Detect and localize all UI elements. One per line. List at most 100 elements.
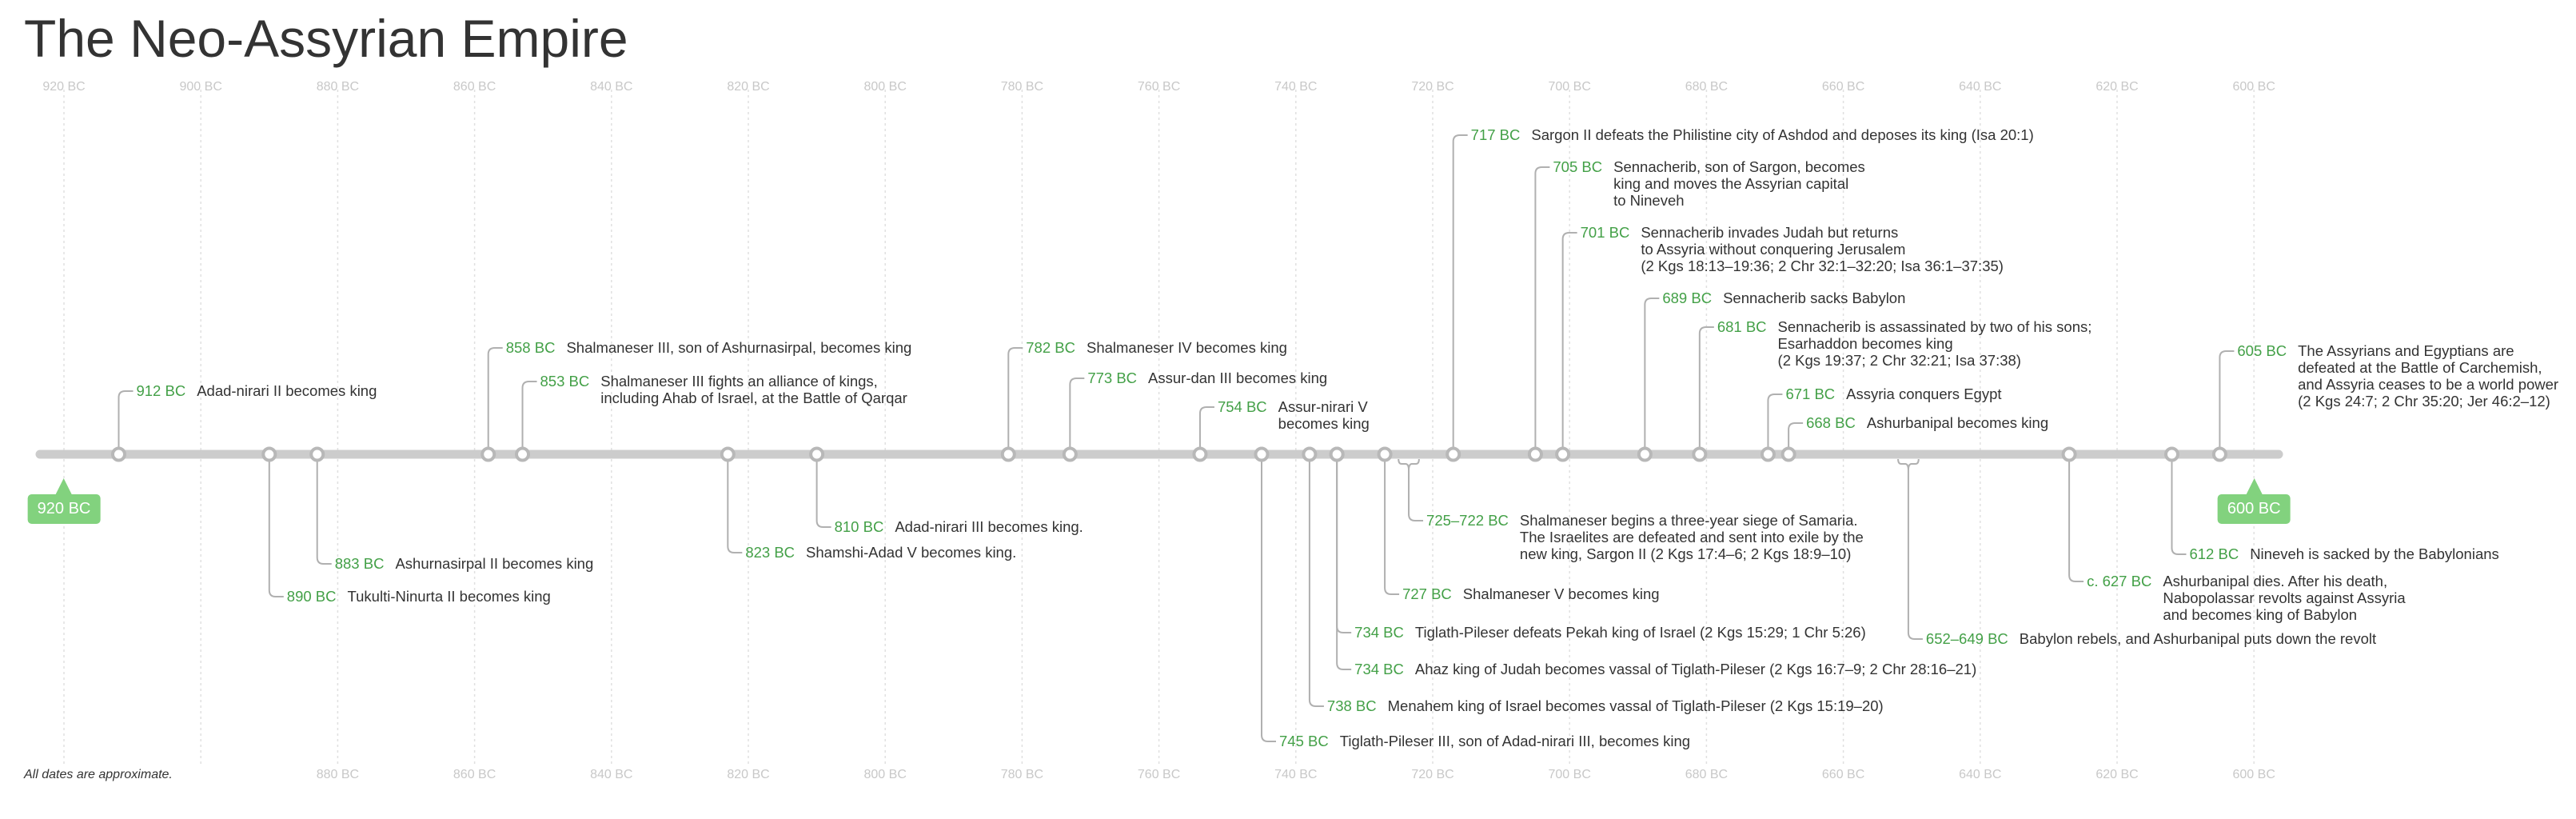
event-description: Ashurnasirpal II becomes king (395, 555, 594, 572)
event-date: 823 BC (745, 544, 796, 561)
bottom-tick-label: 880 BC (316, 768, 360, 781)
event-label: 705 BC Sennacherib, son of Sargon, become… (1553, 158, 1864, 209)
top-tick-label: 600 BC (2232, 80, 2275, 94)
event-date: 701 BC (1580, 224, 1630, 241)
event-date: 717 BC (1470, 126, 1521, 143)
event-description: Ashurbanipal becomes king (1866, 414, 2049, 431)
page-title: The Neo-Assyrian Empire (24, 9, 628, 68)
event-label: 890 BC Tukulti-Ninurta II becomes king (287, 588, 551, 605)
event-label: 858 BC Shalmaneser III, son of Ashurnasir… (506, 339, 912, 356)
event-connector (1007, 347, 1023, 454)
event-label: 782 BC Shalmaneser IV becomes king (1026, 339, 1287, 356)
event-marker (1446, 446, 1461, 462)
event-date: 782 BC (1026, 339, 1075, 356)
event-label: 810 BC Adad-nirari III becomes king. (835, 518, 1083, 535)
event-connector (1069, 378, 1085, 454)
event-label: 701 BC Sennacherib invades Judah but retu… (1581, 224, 2004, 274)
event-date: 912 BC (136, 382, 186, 399)
event-marker (515, 446, 531, 462)
event-connector (1698, 326, 1714, 454)
event-date: 705 BC (1553, 158, 1603, 175)
event-marker (1062, 446, 1078, 462)
event-label: 823 BC Shamshi-Adad V becomes king. (745, 544, 1016, 561)
event-description: Shalmaneser begins a three-year siege of… (1519, 512, 1864, 562)
bottom-tick-label: 820 BC (727, 768, 770, 781)
event-description: Shamshi-Adad V becomes king. (806, 544, 1017, 561)
event-marker (1254, 446, 1270, 462)
event-label: 734 BC Ahaz king of Judah becomes vassal … (1354, 661, 1976, 677)
event-date: 671 BC (1785, 386, 1836, 402)
event-description: Shalmaneser V becomes king (1462, 585, 1660, 602)
event-date: 681 BC (1717, 318, 1767, 335)
top-tick-label: 900 BC (179, 80, 222, 94)
bottom-tick-label: 860 BC (453, 768, 496, 781)
event-marker (2061, 446, 2077, 462)
event-description: Tiglath-Pileser III, son of Adad-nirari … (1339, 733, 1691, 749)
bottom-tick-label: 740 BC (1274, 768, 1318, 781)
event-marker (1527, 446, 1543, 462)
event-connector (1198, 406, 1214, 454)
event-date: 612 BC (2189, 545, 2239, 562)
event-description: The Assyrians and Egyptians are defeated… (2298, 342, 2559, 410)
top-tick-label: 660 BC (1821, 80, 1865, 94)
event-marker (110, 446, 126, 462)
top-tick-label: 840 BC (590, 80, 633, 94)
event-description: Sennacherib is assassinated by two of hi… (1777, 318, 2092, 369)
event-date: 734 BC (1354, 624, 1404, 641)
event-date: 883 BC (334, 555, 385, 572)
top-tick-label: 740 BC (1274, 80, 1318, 94)
event-date: 890 BC (286, 588, 337, 605)
event-marker (1555, 446, 1571, 462)
event-description: Shalmaneser IV becomes king (1086, 339, 1287, 356)
event-marker (1780, 446, 1796, 462)
event-connector (1452, 134, 1468, 454)
event-label: c. 627 BC Ashurbanipal dies. After his de… (2087, 573, 2406, 623)
event-date: c. 627 BC (2087, 573, 2152, 589)
event-description: Shalmaneser III, son of Ashurnasirpal, b… (566, 339, 912, 356)
bottom-tick-label: 780 BC (1000, 768, 1044, 781)
event-marker (261, 446, 277, 462)
event-marker (2163, 446, 2179, 462)
event-date: 745 BC (1279, 733, 1329, 749)
event-description: Assyria conquers Egypt (1846, 386, 2002, 402)
event-date: 652–649 BC (1925, 630, 2008, 647)
event-description: Tiglath-Pileser defeats Pekah king of Is… (1414, 624, 1866, 641)
event-connector (1767, 394, 1783, 454)
bottom-tick-label: 640 BC (1959, 768, 2002, 781)
event-connector (1788, 422, 1804, 454)
event-description: Ashurbanipal dies. After his death, Nabo… (2163, 573, 2406, 623)
event-label: 912 BC Adad-nirari II becomes king (136, 382, 377, 399)
event-label: 652–649 BC Babylon rebels, and Ashurbanip… (1926, 630, 2376, 647)
event-date: 689 BC (1662, 290, 1713, 306)
event-connector (316, 454, 332, 565)
event-connector (2219, 350, 2235, 454)
top-tick-label: 620 BC (2095, 80, 2139, 94)
bottom-tick-label: 620 BC (2095, 768, 2139, 781)
event-marker (481, 446, 496, 462)
event-description: Assur-nirari V becomes king (1278, 398, 1370, 432)
event-marker (1692, 446, 1708, 462)
event-marker (809, 446, 825, 462)
event-description: Adad-nirari II becomes king (197, 382, 377, 399)
bottom-tick-label: 720 BC (1411, 768, 1454, 781)
event-label: 671 BC Assyria conquers Egypt (1785, 386, 2001, 402)
event-connector (521, 381, 537, 454)
start-year-badge: 920 BC (27, 478, 101, 524)
event-description: Ahaz king of Judah becomes vassal of Tig… (1414, 661, 1977, 677)
event-marker (2211, 446, 2227, 462)
event-marker (1377, 446, 1393, 462)
event-description: Menahem king of Israel becomes vassal of… (1387, 697, 1884, 714)
event-label: 725–722 BC Shalmaneser begins a three-yea… (1426, 512, 1864, 562)
event-date: 773 BC (1087, 370, 1138, 386)
event-date: 810 BC (834, 518, 884, 535)
event-connector (268, 454, 284, 597)
event-label: 754 BC Assur-nirari V becomes king (1218, 398, 1370, 432)
top-tick-label: 720 BC (1411, 80, 1454, 94)
event-marker (1192, 446, 1208, 462)
event-label: 727 BC Shalmaneser V becomes king (1402, 585, 1660, 602)
top-tick-label: 700 BC (1548, 80, 1591, 94)
top-tick-label: 860 BC (453, 80, 496, 94)
event-label: 773 BC Assur-dan III becomes king (1087, 370, 1327, 386)
event-marker (1000, 446, 1016, 462)
bottom-tick-label: 840 BC (590, 768, 633, 781)
